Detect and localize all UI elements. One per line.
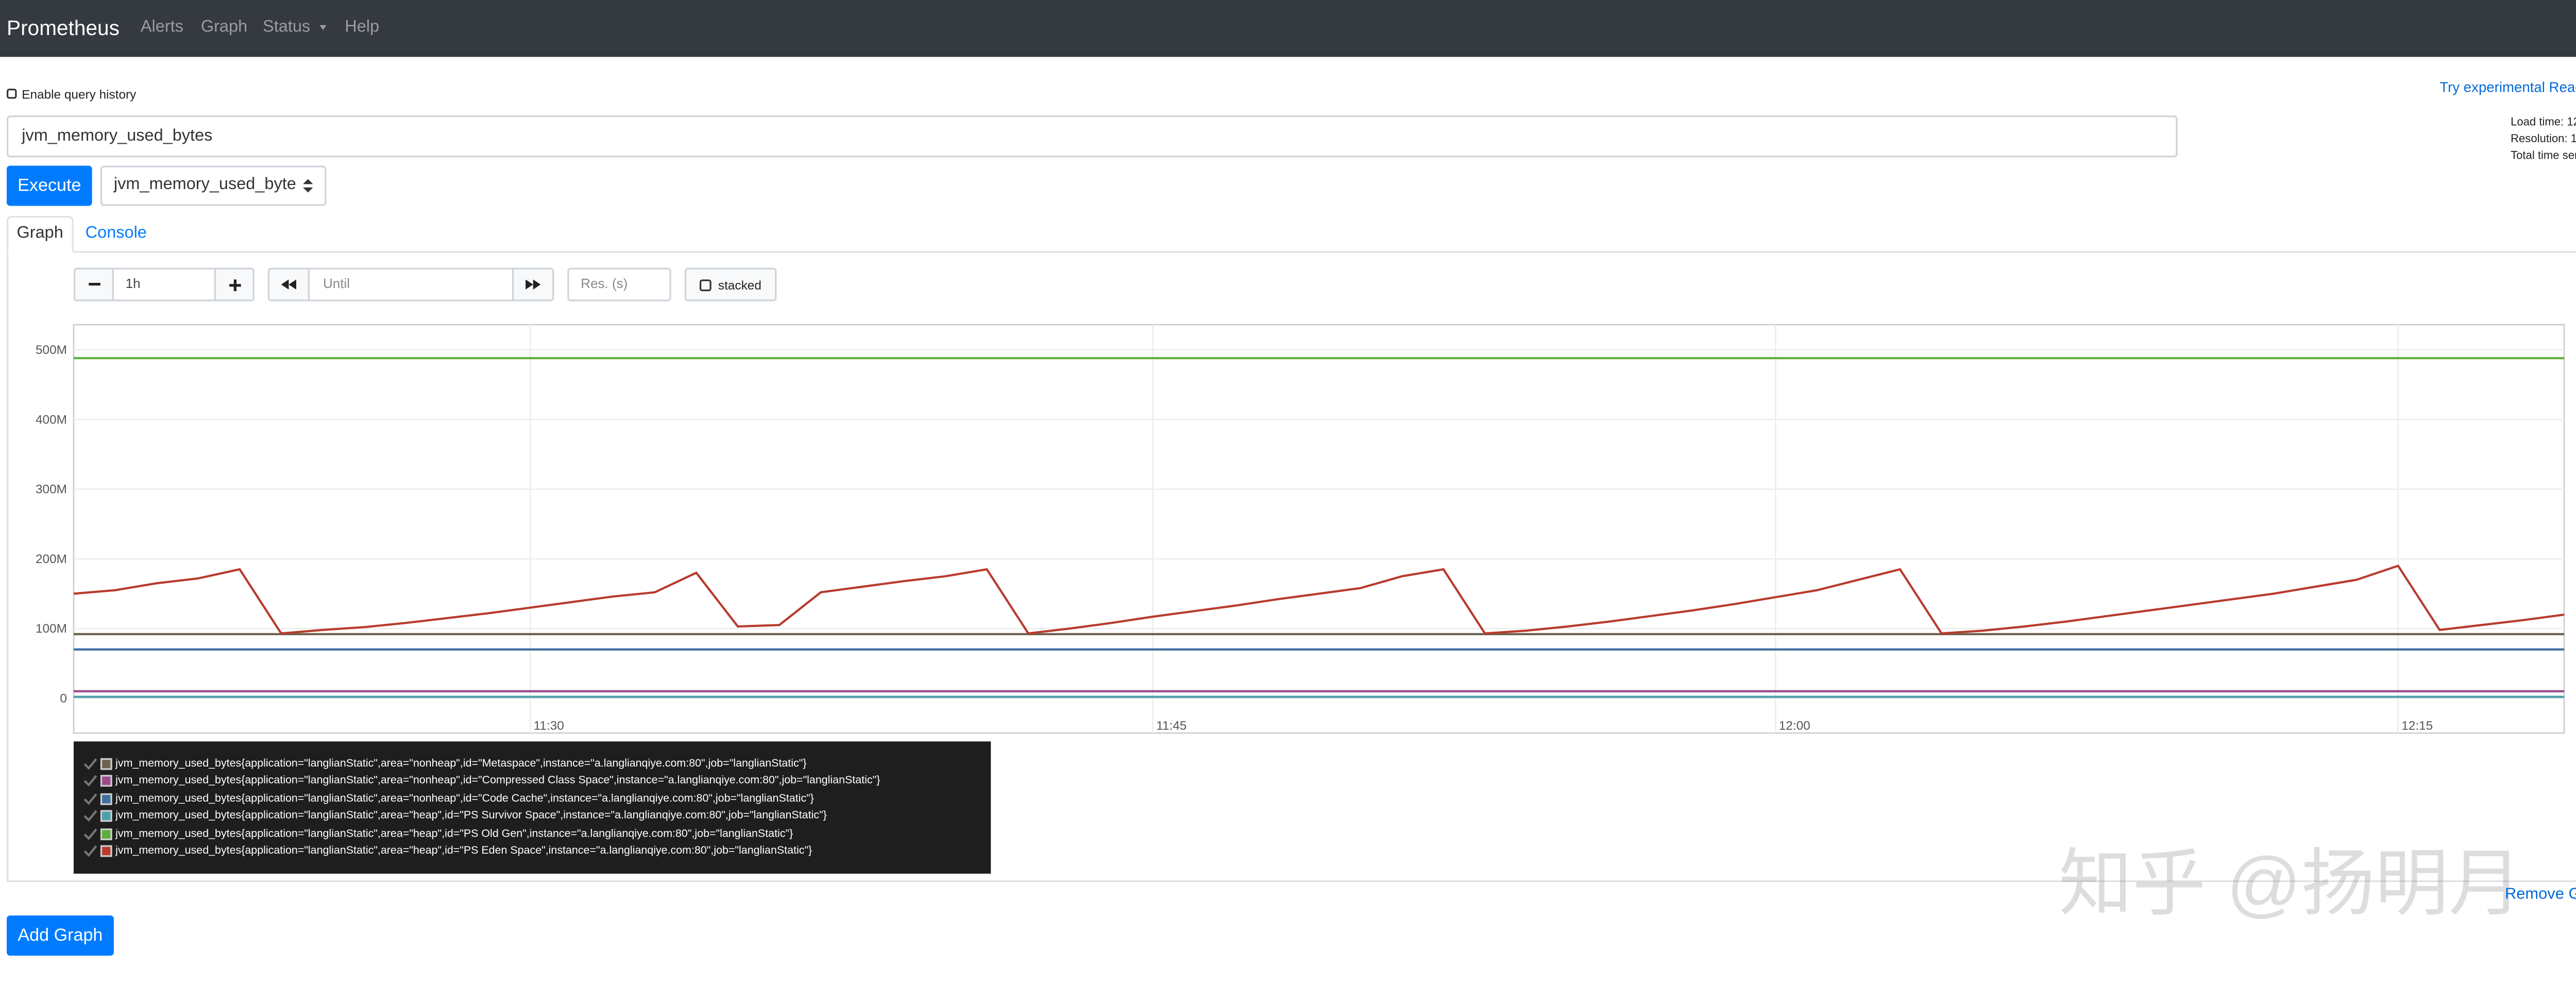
legend-swatch bbox=[100, 828, 112, 840]
y-tick-label: 100M bbox=[36, 622, 67, 636]
execute-button[interactable]: Execute bbox=[6, 165, 92, 206]
check-icon bbox=[83, 845, 97, 858]
legend-item[interactable]: jvm_memory_used_bytes{application="langl… bbox=[83, 790, 991, 807]
nav-link[interactable]: Alerts bbox=[140, 18, 183, 37]
legend-label: jvm_memory_used_bytes{application="langl… bbox=[115, 757, 807, 770]
legend-label: jvm_memory_used_bytes{application="langl… bbox=[115, 775, 880, 787]
expression-input[interactable]: jvm_memory_used_bytes bbox=[6, 115, 2178, 158]
check-icon bbox=[83, 793, 97, 805]
time-back[interactable] bbox=[267, 267, 310, 301]
legend-label: jvm_memory_used_bytes{application="langl… bbox=[115, 793, 814, 805]
legend-label: jvm_memory_used_bytes{application="langl… bbox=[115, 845, 812, 858]
nav-link[interactable]: Help bbox=[345, 18, 380, 37]
legend-label: jvm_memory_used_bytes{application="langl… bbox=[115, 828, 793, 840]
check-icon bbox=[83, 810, 97, 822]
tab-panel bbox=[6, 251, 2576, 883]
legend-swatch bbox=[100, 775, 112, 787]
range-input[interactable]: 1h bbox=[112, 267, 216, 301]
brand[interactable]: Prometheus bbox=[6, 16, 120, 40]
icon bbox=[88, 283, 100, 286]
stat: Load time: 126ms bbox=[2511, 117, 2576, 129]
legend: jvm_memory_used_bytes{application="langl… bbox=[73, 741, 991, 874]
x-tick-label: 11:45 bbox=[1156, 719, 1187, 733]
legend-swatch bbox=[100, 845, 112, 858]
legend-swatch bbox=[100, 793, 112, 805]
y-tick-label: 0 bbox=[60, 691, 67, 705]
x-tick-label: 12:15 bbox=[2401, 719, 2433, 733]
series-line bbox=[73, 564, 2565, 635]
icon bbox=[281, 279, 297, 290]
legend-label: jvm_memory_used_bytes{application="langl… bbox=[115, 810, 827, 822]
check-icon bbox=[83, 758, 97, 770]
stacked-button[interactable]: stacked bbox=[684, 267, 777, 301]
y-tick-label: 300M bbox=[36, 483, 67, 497]
nav-link[interactable]: Status bbox=[263, 18, 311, 37]
legend-item[interactable]: jvm_memory_used_bytes{application="langl… bbox=[83, 843, 991, 860]
legend-item[interactable]: jvm_memory_used_bytes{application="langl… bbox=[83, 772, 991, 790]
range-plus[interactable] bbox=[214, 267, 255, 301]
x-tick-label: 12:00 bbox=[1779, 719, 1810, 733]
react-ui-link[interactable]: Try experimental React UI bbox=[2439, 78, 2576, 96]
query-history-label: Enable query history bbox=[22, 87, 137, 103]
icon bbox=[228, 278, 241, 291]
y-tick-label: 500M bbox=[36, 343, 67, 357]
y-tick-label: 400M bbox=[36, 413, 67, 427]
tab-active bbox=[6, 216, 74, 253]
checkbox[interactable] bbox=[6, 89, 17, 99]
x-tick-label: 11:30 bbox=[534, 719, 564, 733]
stacked-label: stacked bbox=[718, 277, 761, 292]
stat: Total time series: 6 bbox=[2511, 150, 2576, 163]
checkbox bbox=[700, 278, 711, 291]
metric-select[interactable]: jvm_memory_used_byte bbox=[100, 165, 327, 206]
resolution-input[interactable]: Res. (s) bbox=[567, 267, 671, 301]
legend-swatch bbox=[100, 757, 112, 770]
icon bbox=[526, 279, 541, 290]
legend-item[interactable]: jvm_memory_used_bytes{application="langl… bbox=[83, 825, 991, 843]
navbar bbox=[0, 0, 2576, 57]
tab[interactable]: Graph bbox=[16, 224, 63, 243]
plot-frame bbox=[73, 324, 2565, 734]
legend-item[interactable]: jvm_memory_used_bytes{application="langl… bbox=[83, 755, 991, 772]
time-forward[interactable] bbox=[512, 267, 554, 301]
y-tick-label: 200M bbox=[36, 552, 67, 566]
remove-graph[interactable]: Remove Graph bbox=[2504, 885, 2576, 904]
select-arrows bbox=[303, 179, 313, 193]
stat: Resolution: 14s bbox=[2511, 133, 2576, 146]
watermark: 知乎 @扬明月 bbox=[2058, 843, 2522, 926]
legend-item[interactable]: jvm_memory_used_bytes{application="langl… bbox=[83, 808, 991, 825]
check-icon bbox=[83, 828, 97, 840]
graph: 0 100M 200M 300M 400M 500M 11:30 11:45 12:00 12:1… bbox=[36, 324, 2565, 734]
caret bbox=[319, 25, 327, 30]
until-input[interactable]: Until bbox=[308, 267, 514, 301]
add-graph-button[interactable]: Add Graph bbox=[6, 915, 114, 956]
tab[interactable]: Console bbox=[85, 224, 147, 243]
nav-link[interactable]: Graph bbox=[200, 18, 248, 37]
check-icon bbox=[83, 775, 97, 787]
legend-swatch bbox=[100, 810, 112, 822]
range-minus[interactable] bbox=[73, 267, 114, 301]
